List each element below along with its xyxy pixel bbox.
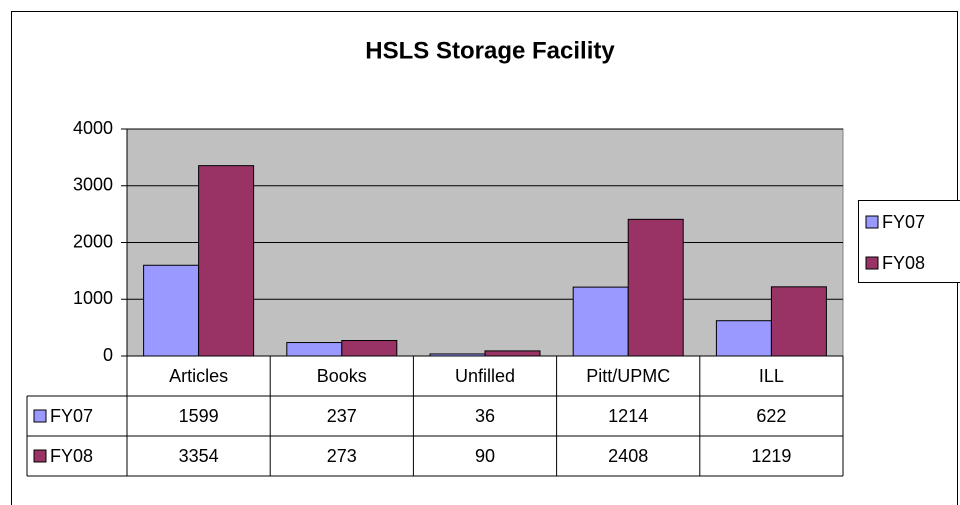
- table-value: 90: [475, 446, 495, 466]
- x-tick-label: Articles: [169, 366, 228, 386]
- table-series-name: FY08: [50, 446, 93, 466]
- bar: [572, 286, 629, 357]
- x-tick-label: Pitt/UPMC: [586, 366, 670, 386]
- table-value: 3354: [179, 446, 219, 466]
- table-value: 237: [327, 406, 357, 426]
- bar: [143, 264, 200, 357]
- table-value: 1214: [608, 406, 648, 426]
- bar: [770, 286, 827, 357]
- x-tick-label: ILL: [759, 366, 784, 386]
- table-value: 2408: [608, 446, 648, 466]
- legend-label: FY07: [882, 212, 925, 232]
- y-tick-label: 2000: [73, 231, 113, 251]
- table-value: 36: [475, 406, 495, 426]
- table-legend-key: [33, 449, 47, 463]
- bar: [429, 353, 486, 357]
- bar: [484, 350, 541, 357]
- x-tick-label: Unfilled: [455, 366, 515, 386]
- y-tick-label: 4000: [73, 118, 113, 138]
- legend-key: [865, 256, 879, 270]
- table-series-name: FY07: [50, 406, 93, 426]
- y-tick-label: 3000: [73, 175, 113, 195]
- legend-label: FY08: [882, 253, 925, 273]
- table-value: 1219: [751, 446, 791, 466]
- table-value: 273: [327, 446, 357, 466]
- y-tick-label: 1000: [73, 288, 113, 308]
- table-legend-key: [33, 409, 47, 423]
- y-tick-label: 0: [103, 345, 113, 365]
- legend-key: [865, 215, 879, 229]
- table-value: 622: [756, 406, 786, 426]
- bar: [198, 165, 255, 357]
- x-tick-label: Books: [317, 366, 367, 386]
- table-value: 1599: [179, 406, 219, 426]
- bar: [286, 342, 343, 357]
- chart-title: HSLS Storage Facility: [365, 37, 615, 64]
- bar: [715, 320, 772, 357]
- bar: [341, 340, 398, 357]
- bar: [627, 218, 684, 357]
